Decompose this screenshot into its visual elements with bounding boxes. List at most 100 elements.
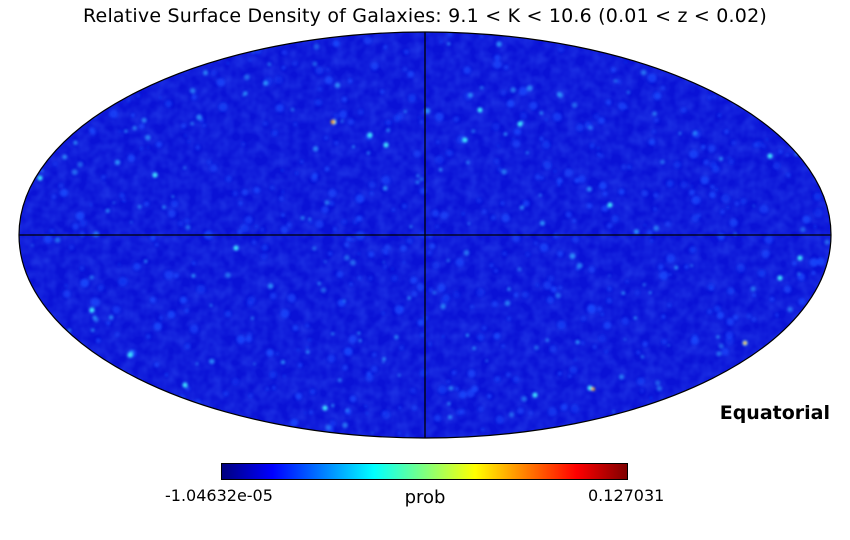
density-spot bbox=[690, 264, 693, 267]
density-spot bbox=[633, 229, 640, 235]
density-spot bbox=[281, 169, 284, 172]
density-spot bbox=[124, 129, 128, 133]
density-spot bbox=[349, 395, 357, 403]
density-spot bbox=[333, 227, 337, 231]
density-spot bbox=[641, 190, 648, 197]
density-spot bbox=[236, 335, 245, 344]
density-spot bbox=[190, 121, 194, 126]
density-spot bbox=[275, 352, 279, 355]
density-spot bbox=[471, 129, 476, 134]
density-spot bbox=[570, 404, 579, 413]
coordinate-system-label: Equatorial bbox=[719, 402, 830, 424]
density-spot bbox=[580, 341, 585, 345]
density-spot bbox=[703, 159, 710, 166]
density-spot bbox=[604, 350, 608, 354]
density-spot bbox=[752, 204, 756, 207]
density-spot bbox=[580, 316, 587, 322]
density-spot bbox=[69, 245, 74, 250]
density-spot bbox=[184, 308, 189, 313]
colorbar-max-label: 0.127031 bbox=[588, 486, 665, 505]
density-spot bbox=[410, 388, 416, 394]
density-spot bbox=[813, 192, 822, 201]
density-spot bbox=[384, 244, 391, 251]
density-spot bbox=[241, 142, 246, 146]
density-spot bbox=[428, 287, 433, 293]
density-spot bbox=[292, 61, 298, 67]
density-spot bbox=[553, 112, 562, 122]
density-spot bbox=[667, 344, 670, 347]
density-spot bbox=[574, 358, 577, 361]
density-spot bbox=[707, 283, 715, 291]
density-spot bbox=[721, 194, 730, 203]
density-spot bbox=[344, 254, 350, 261]
density-spot bbox=[607, 286, 612, 292]
density-spot bbox=[382, 248, 385, 252]
density-spot bbox=[127, 352, 133, 358]
density-spot bbox=[112, 306, 121, 314]
density-spot bbox=[89, 275, 94, 280]
density-spot bbox=[605, 99, 612, 106]
density-spot bbox=[692, 130, 698, 136]
density-spot bbox=[608, 274, 611, 277]
density-spot bbox=[73, 140, 78, 145]
density-spot bbox=[660, 159, 665, 165]
density-spot bbox=[558, 47, 564, 53]
density-spot bbox=[290, 107, 295, 112]
density-spot bbox=[517, 121, 523, 127]
density-spot bbox=[616, 79, 621, 84]
density-spot bbox=[246, 300, 253, 307]
density-spot bbox=[381, 311, 385, 315]
density-spot bbox=[165, 100, 172, 108]
density-spot bbox=[690, 185, 693, 188]
density-spot bbox=[707, 95, 713, 100]
density-spot bbox=[529, 411, 533, 415]
density-spot bbox=[565, 211, 572, 218]
density-spot bbox=[400, 245, 407, 252]
density-spot bbox=[766, 138, 768, 141]
density-spot bbox=[159, 96, 162, 99]
density-spot bbox=[462, 137, 468, 143]
density-spot bbox=[292, 325, 299, 331]
density-spot bbox=[447, 402, 451, 406]
density-spot bbox=[501, 213, 510, 222]
density-spot bbox=[644, 224, 647, 227]
density-spot bbox=[203, 70, 208, 76]
density-spot bbox=[534, 345, 539, 351]
density-spot bbox=[391, 275, 398, 282]
density-spot bbox=[394, 305, 404, 314]
density-spot bbox=[689, 149, 698, 159]
density-spot bbox=[640, 355, 644, 359]
density-spot bbox=[824, 239, 830, 245]
density-spot bbox=[96, 338, 101, 343]
density-spot bbox=[674, 161, 681, 169]
density-spot bbox=[598, 117, 605, 124]
density-spot bbox=[324, 166, 330, 172]
density-spot bbox=[613, 79, 618, 83]
density-spot bbox=[329, 420, 337, 427]
density-spot bbox=[89, 307, 95, 313]
density-spot bbox=[255, 225, 258, 228]
density-spot bbox=[493, 60, 502, 69]
density-spot bbox=[232, 191, 238, 196]
density-spot bbox=[355, 231, 365, 241]
density-spot bbox=[62, 290, 71, 298]
density-spot bbox=[493, 268, 499, 273]
density-spot bbox=[260, 227, 265, 232]
density-spot bbox=[132, 125, 137, 131]
density-spot bbox=[152, 172, 158, 178]
density-spot bbox=[588, 125, 593, 130]
density-spot bbox=[416, 283, 425, 292]
density-spot bbox=[312, 246, 317, 251]
density-spot bbox=[536, 284, 539, 287]
density-spot bbox=[572, 219, 576, 223]
density-spot bbox=[654, 93, 661, 100]
density-spot bbox=[143, 259, 148, 264]
density-spot bbox=[557, 183, 561, 187]
density-spot bbox=[147, 146, 150, 149]
density-spot bbox=[207, 160, 212, 165]
density-spot bbox=[476, 288, 485, 297]
density-spot bbox=[171, 195, 175, 199]
density-spot bbox=[602, 191, 608, 196]
density-spot bbox=[610, 67, 616, 73]
density-spot bbox=[309, 410, 313, 415]
